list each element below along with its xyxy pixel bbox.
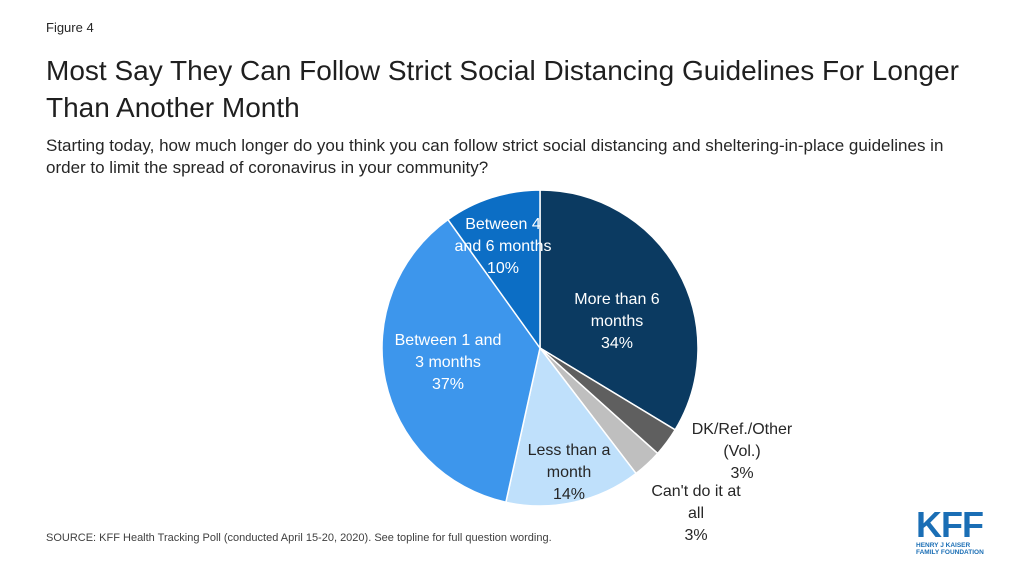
slice-label-between-4-and-6-months: Between 4 and 6 months 10% [455,216,552,277]
slice-label-more-than-6-months: More than 6 months 34% [574,291,659,352]
source-note: SOURCE: KFF Health Tracking Poll (conduc… [46,532,552,544]
slice-label-less-than-a-month: Less than a month 14% [528,442,611,503]
figure-label: Figure 4 [46,20,94,35]
slice-label-between-1-and-3-months: Between 1 and 3 months 37% [395,332,502,393]
logo-line-1: HENRY J KAISER [916,542,971,549]
pie-slice-less-than-a-month [504,346,638,507]
pie-slice-between-1-and-3-months [381,218,541,504]
logo-mark: KFF [916,504,984,545]
pie-slice-more-than-6-months [539,189,699,431]
chart-subtitle: Starting today, how much longer do you t… [46,136,944,177]
kff-logo: KFF HENRY J KAISER FAMILY FOUNDATION [916,504,992,557]
pie-slice-between-4-and-6-months [446,189,541,351]
logo-line-2: FAMILY FOUNDATION [916,549,984,556]
slice-label-dk-ref-other: DK/Ref./Other (Vol.) 3% [692,421,793,482]
chart-title: Most Say They Can Follow Strict Social D… [46,55,959,123]
slice-label-cant-do-it: Can't do it at all 3% [651,483,741,544]
